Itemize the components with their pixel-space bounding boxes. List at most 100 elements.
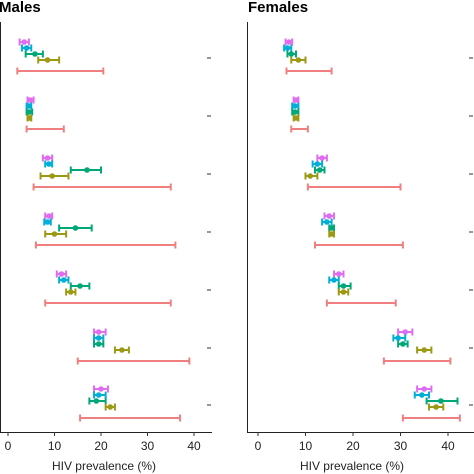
data-point: [26, 103, 32, 109]
data-point: [326, 213, 333, 219]
error-bar: [79, 414, 182, 422]
data-point: [433, 404, 439, 410]
data-point: [58, 271, 65, 277]
error-bar: [20, 44, 33, 52]
data-point: [328, 231, 335, 237]
error-bar: [113, 346, 130, 354]
error-bar: [306, 183, 402, 191]
error-bar: [44, 160, 54, 168]
data-point: [324, 219, 330, 225]
data-point: [107, 404, 114, 410]
error-bar: [291, 102, 300, 110]
x-tick-label: 20: [346, 439, 360, 453]
data-point: [84, 167, 90, 173]
error-bar: [24, 50, 44, 58]
data-point: [421, 386, 428, 392]
data-point: [67, 289, 74, 295]
error-bar: [93, 391, 107, 399]
error-bar: [416, 385, 433, 393]
error-bar: [392, 334, 407, 342]
x-tick-label: 40: [187, 439, 201, 453]
data-point: [44, 219, 51, 225]
error-bar: [337, 282, 352, 290]
data-point: [46, 213, 52, 219]
data-point: [395, 335, 401, 341]
error-bar: [292, 96, 300, 104]
data-point: [340, 283, 347, 289]
x-tick-label: 30: [141, 439, 155, 453]
x-tick-label: 40: [441, 439, 455, 453]
data-point: [98, 386, 104, 392]
error-bar: [316, 154, 328, 162]
x-axis-label-males: HIV prevalence (%): [52, 459, 156, 473]
data-point: [402, 329, 409, 335]
error-bar: [76, 357, 191, 365]
error-bar: [34, 241, 177, 249]
panel-females: Females 0 10 20 30 40: [247, 0, 474, 453]
data-point: [295, 57, 302, 63]
error-bar: [44, 299, 172, 307]
error-bar: [44, 212, 54, 220]
x-tick-label: 30: [394, 439, 408, 453]
x-tick-label: 0: [255, 439, 262, 453]
error-bar: [333, 270, 345, 278]
error-bar: [37, 56, 61, 64]
error-bar: [337, 288, 350, 296]
error-bar: [311, 160, 324, 168]
error-bar: [291, 108, 300, 116]
error-bar: [416, 346, 433, 354]
data-point: [119, 347, 125, 353]
x-axis-label-females: HIV prevalence (%): [300, 459, 404, 473]
data-point: [93, 398, 100, 404]
data-point: [95, 341, 102, 347]
error-bar: [286, 50, 297, 58]
error-bar: [314, 166, 326, 174]
error-bar: [58, 276, 70, 284]
data-point: [335, 271, 342, 277]
data-point: [77, 283, 83, 289]
data-point: [44, 155, 51, 161]
error-bar: [65, 288, 77, 296]
data-point: [27, 97, 34, 103]
error-bar: [283, 44, 293, 52]
data-point: [288, 51, 295, 57]
x-tick-label: 0: [5, 439, 12, 453]
error-bar: [69, 166, 102, 174]
data-point: [46, 161, 52, 167]
x-tick-label: 10: [48, 439, 62, 453]
data-point: [95, 392, 102, 398]
x-tick-label: 10: [299, 439, 313, 453]
error-bar: [25, 125, 65, 133]
error-bar: [413, 391, 430, 399]
data-point: [293, 115, 299, 121]
error-bar: [93, 334, 105, 342]
error-bar: [93, 340, 105, 348]
data-point: [49, 173, 55, 179]
error-bar: [25, 102, 33, 110]
error-bar: [285, 67, 333, 75]
x-tick-label: 20: [94, 439, 108, 453]
error-bar: [69, 282, 91, 290]
error-bar: [425, 397, 459, 405]
error-bar: [58, 224, 93, 232]
error-bar: [328, 224, 335, 232]
data-point: [331, 277, 337, 283]
error-bar: [323, 212, 335, 220]
panel-title-females: Females: [248, 0, 308, 16]
panel-title-males: Males: [0, 0, 41, 16]
error-bar: [290, 125, 309, 133]
data-point: [328, 225, 335, 231]
error-bar: [26, 96, 35, 104]
data-point: [26, 115, 33, 121]
data-point: [421, 347, 428, 353]
error-bar: [55, 270, 68, 278]
error-bar: [39, 172, 70, 180]
data-point: [286, 39, 292, 45]
error-bar: [284, 38, 294, 46]
data-point: [95, 335, 102, 341]
error-bar: [104, 403, 116, 411]
data-point: [340, 289, 347, 295]
error-bar: [93, 385, 109, 393]
data-point: [319, 155, 325, 161]
